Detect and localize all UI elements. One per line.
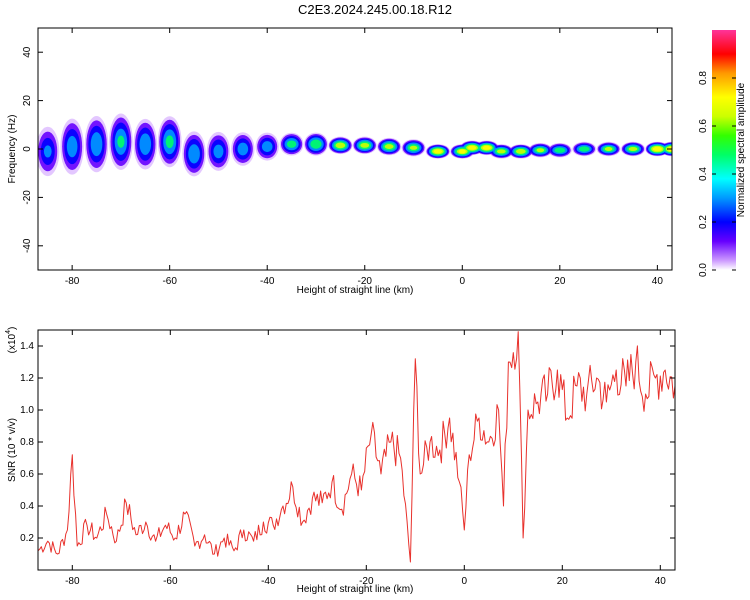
y-tick-label: 0.4 bbox=[20, 501, 34, 512]
heatmap-cell bbox=[536, 148, 545, 153]
y-tick-label: 0 bbox=[22, 146, 33, 152]
colorbar-tick-label: 0.4 bbox=[698, 167, 709, 181]
heatmap-cell bbox=[409, 145, 418, 150]
heatmap-cell bbox=[384, 144, 394, 149]
y-tick-label: 1.4 bbox=[20, 341, 34, 352]
colorbar-ticks: 0.0 0.2 0.4 0.6 0.8 bbox=[698, 71, 736, 277]
x-tick-label: 0 bbox=[460, 276, 466, 287]
y-tick-label: -20 bbox=[22, 190, 33, 205]
heatmap-cell bbox=[237, 142, 249, 156]
y-tick-label: 0.8 bbox=[20, 437, 34, 448]
heatmap-cell bbox=[310, 139, 322, 149]
snr-series-line bbox=[38, 331, 675, 563]
x-tick-label: -20 bbox=[358, 276, 373, 287]
y-tick-label: -40 bbox=[22, 238, 33, 253]
x-tick-label: 20 bbox=[554, 276, 566, 287]
snr-multiplier: (x104) bbox=[5, 327, 18, 354]
heatmap-cell bbox=[165, 135, 174, 149]
x-tick-label: -20 bbox=[359, 576, 374, 587]
colorbar-tick-label: 0.6 bbox=[698, 119, 709, 133]
x-tick-label: 40 bbox=[655, 576, 667, 587]
spectrogram-panel: -80 -60 -40 -20 0 20 40 -40 -20 0 20 40 Height of s… bbox=[7, 27, 673, 296]
heatmap-cell bbox=[335, 142, 346, 149]
snr-panel: -80 -60 -40 -20 0 20 40 0.2 0.4 0.6 0.8 1.0 1.2 1.4 H… bbox=[5, 327, 676, 595]
colorbar-label: Normalized spectral amplitude bbox=[736, 82, 747, 217]
x-tick-label: -80 bbox=[65, 276, 80, 287]
x-tick-label: -60 bbox=[163, 576, 178, 587]
spectrogram-heatmap bbox=[38, 113, 672, 177]
snr-multiplier-exp: 4 bbox=[5, 330, 12, 334]
y-tick-label: 40 bbox=[22, 46, 33, 58]
y-tick-label: 0.2 bbox=[20, 533, 34, 544]
heatmap-cell bbox=[286, 140, 297, 148]
heatmap-cell bbox=[604, 147, 613, 151]
snr-ylabel: SNR (10 * v/v) bbox=[7, 418, 18, 482]
heatmap-cell bbox=[652, 146, 662, 152]
heatmap-cell bbox=[117, 135, 125, 148]
x-tick-label: -40 bbox=[261, 576, 276, 587]
heatmap-cell bbox=[515, 149, 526, 154]
snr-axes: -80 -60 -40 -20 0 20 40 0.2 0.4 0.6 0.8 1.0 1.2 1.4 bbox=[20, 330, 675, 587]
svg-text:(x104): (x104) bbox=[5, 327, 18, 354]
heatmap-cell bbox=[139, 133, 152, 155]
colorbar-tick-label: 0.8 bbox=[698, 71, 709, 85]
snr-multiplier-base: (x10 bbox=[7, 333, 18, 353]
heatmap-cell bbox=[482, 145, 491, 150]
y-tick-label: 1.0 bbox=[20, 405, 34, 416]
figure-title: C2E3.2024.245.00.18.R12 bbox=[298, 2, 452, 17]
spectrogram-axes: -80 -60 -40 -20 0 20 40 -40 -20 0 20 40 bbox=[22, 28, 672, 287]
x-tick-label: 40 bbox=[652, 276, 664, 287]
snr-frame bbox=[37, 329, 676, 571]
heatmap-cell bbox=[554, 147, 566, 153]
colorbar-scale bbox=[712, 30, 736, 270]
colorbar-tick-label: 0.0 bbox=[698, 263, 709, 277]
heatmap-cell bbox=[43, 145, 52, 158]
heatmap-cell bbox=[496, 149, 506, 154]
x-tick-label: -80 bbox=[65, 576, 80, 587]
x-tick-label: 20 bbox=[557, 576, 569, 587]
heatmap-cell bbox=[433, 149, 443, 154]
colorbar: 0.0 0.2 0.4 0.6 0.8 Normalized spectral ampl… bbox=[698, 30, 747, 277]
x-tick-label: -40 bbox=[260, 276, 275, 287]
heatmap-cell bbox=[213, 144, 224, 159]
colorbar-tick-label: 0.2 bbox=[698, 215, 709, 229]
x-tick-label: -60 bbox=[162, 276, 177, 287]
heatmap-cell bbox=[628, 147, 638, 151]
heatmap-cell bbox=[467, 145, 477, 150]
heatmap-cell bbox=[578, 146, 590, 152]
spectrogram-ylabel: Frequency (Hz) bbox=[7, 115, 18, 184]
spectrogram-xlabel: Height of straight line (km) bbox=[297, 285, 414, 296]
y-tick-label: 20 bbox=[22, 95, 33, 107]
heatmap-cell bbox=[188, 144, 200, 164]
heatmap-cell bbox=[458, 149, 466, 154]
heatmap-cell bbox=[90, 132, 103, 157]
x-tick-label: 0 bbox=[462, 576, 468, 587]
snr-xlabel: Height of straight line (km) bbox=[297, 584, 414, 595]
y-tick-label: 1.2 bbox=[20, 373, 34, 384]
heatmap-cell bbox=[360, 142, 370, 148]
heatmap-cell bbox=[66, 135, 78, 158]
y-tick-label: 0.6 bbox=[20, 469, 34, 480]
heatmap-cell bbox=[261, 141, 273, 152]
